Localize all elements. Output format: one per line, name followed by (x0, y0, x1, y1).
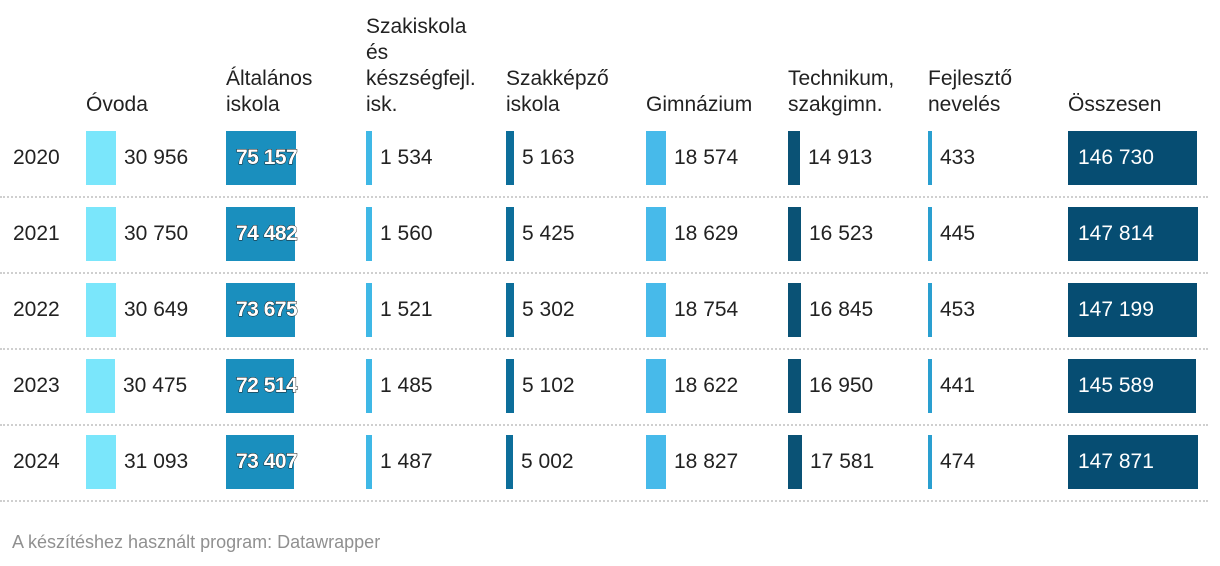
value-szakiskola-2023: 1 485 (380, 374, 433, 397)
bar-gimnazium-2023 (646, 359, 666, 413)
bar-gimnazium-2020 (646, 131, 666, 185)
value-altalanos-2020: 75 157 (236, 146, 299, 169)
header-technikum: Technikum, szakgimn. (788, 67, 895, 116)
value-szakiskola-2024: 1 487 (380, 450, 433, 473)
year-label: 2022 (13, 298, 60, 321)
bar-technikum-2020 (788, 131, 800, 185)
value-gimnazium-2022: 18 754 (674, 298, 739, 321)
row-separator (0, 500, 1208, 502)
bar-osszesen-2023 (1068, 359, 1196, 413)
bar-altalanos-2021 (226, 207, 295, 261)
value-szakkepzo-2021: 5 425 (522, 222, 575, 245)
bar-szakiskola-2020 (366, 131, 372, 185)
value-gimnazium-2024: 18 827 (674, 450, 739, 473)
bar-fejleszto-2023 (928, 359, 932, 413)
bar-osszesen-2024 (1068, 435, 1198, 489)
bar-fejleszto-2021 (928, 207, 932, 261)
bar-szakkepzo-2024 (506, 435, 513, 489)
value-altalanos-2022: 73 675 (236, 298, 299, 321)
header-szakiskola: Szakiskola és készségfejl. isk. (366, 15, 476, 116)
value-fejleszto-2023: 441 (940, 374, 976, 397)
value-altalanos-2021: 74 482 (236, 222, 299, 245)
bar-technikum-2022 (788, 283, 801, 337)
bar-altalanos-2020 (226, 131, 296, 185)
bar-altalanos-2024 (226, 435, 294, 489)
value-technikum-2020: 14 913 (808, 146, 873, 169)
bar-gimnazium-2022 (646, 283, 666, 337)
value-osszesen-2022: 147 199 (1078, 298, 1154, 321)
value-technikum-2022: 16 845 (809, 298, 874, 321)
header-ovoda: Óvoda (86, 93, 148, 116)
bar-szakkepzo-2021 (506, 207, 514, 261)
year-label: 2023 (13, 374, 60, 397)
value-szakkepzo-2024: 5 002 (521, 450, 574, 473)
value-osszesen-2020: 146 730 (1078, 146, 1154, 169)
value-gimnazium-2023: 18 622 (674, 374, 739, 397)
bar-szakiskola-2022 (366, 283, 372, 337)
bar-ovoda-2022 (86, 283, 116, 337)
header-osszesen: Összesen (1068, 93, 1162, 116)
value-osszesen-2023: 145 589 (1078, 374, 1154, 397)
footer-credit: A készítéshez használt program: Datawrap… (12, 532, 381, 552)
header-gimnazium: Gimnázium (646, 93, 753, 116)
value-gimnazium-2021: 18 629 (674, 222, 739, 245)
bar-altalanos-2022 (226, 283, 295, 337)
value-technikum-2024: 17 581 (810, 450, 875, 473)
header-altalanos: Általános iskola (226, 67, 313, 116)
value-szakiskola-2020: 1 534 (380, 146, 433, 169)
bar-osszesen-2022 (1068, 283, 1197, 337)
value-szakkepzo-2020: 5 163 (522, 146, 575, 169)
value-fejleszto-2021: 445 (940, 222, 976, 245)
value-osszesen-2024: 147 871 (1078, 450, 1154, 473)
bar-fejleszto-2020 (928, 131, 932, 185)
bar-szakkepzo-2023 (506, 359, 514, 413)
bar-altalanos-2023 (226, 359, 294, 413)
year-label: 2021 (13, 222, 60, 245)
value-ovoda-2020: 30 956 (124, 146, 189, 169)
bar-technikum-2024 (788, 435, 802, 489)
value-technikum-2023: 16 950 (809, 374, 874, 397)
bar-ovoda-2020 (86, 131, 116, 185)
value-fejleszto-2020: 433 (940, 146, 976, 169)
bar-szakiskola-2023 (366, 359, 372, 413)
bar-ovoda-2021 (86, 207, 116, 261)
header-szakkepzo: Szakképző iskola (506, 67, 609, 116)
value-szakiskola-2022: 1 521 (380, 298, 433, 321)
bar-gimnazium-2024 (646, 435, 666, 489)
value-gimnazium-2020: 18 574 (674, 146, 739, 169)
bar-szakiskola-2024 (366, 435, 372, 489)
value-ovoda-2023: 30 475 (123, 374, 188, 397)
value-szakkepzo-2022: 5 302 (522, 298, 575, 321)
value-fejleszto-2024: 474 (940, 450, 976, 473)
value-altalanos-2024: 73 407 (236, 450, 299, 473)
value-szakiskola-2021: 1 560 (380, 222, 433, 245)
bar-szakkepzo-2020 (506, 131, 514, 185)
year-label: 2024 (13, 450, 60, 473)
bar-gimnazium-2021 (646, 207, 666, 261)
year-label: 2020 (13, 146, 60, 169)
value-ovoda-2021: 30 750 (124, 222, 189, 245)
value-fejleszto-2022: 453 (940, 298, 976, 321)
value-szakkepzo-2023: 5 102 (522, 374, 575, 397)
value-altalanos-2023: 72 514 (236, 374, 299, 397)
bar-osszesen-2021 (1068, 207, 1198, 261)
bar-fejleszto-2022 (928, 283, 932, 337)
value-technikum-2021: 16 523 (809, 222, 874, 245)
bar-szakkepzo-2022 (506, 283, 514, 337)
bar-osszesen-2020 (1068, 131, 1197, 185)
row-separator (0, 424, 1208, 426)
bar-szakiskola-2021 (366, 207, 372, 261)
bar-ovoda-2024 (86, 435, 116, 489)
bar-fejleszto-2024 (928, 435, 932, 489)
row-separator (0, 196, 1208, 198)
row-separator (0, 348, 1208, 350)
value-ovoda-2024: 31 093 (124, 450, 189, 473)
bar-technikum-2023 (788, 359, 801, 413)
bar-ovoda-2023 (86, 359, 115, 413)
value-ovoda-2022: 30 649 (124, 298, 189, 321)
value-osszesen-2021: 147 814 (1078, 222, 1154, 245)
bar-technikum-2021 (788, 207, 801, 261)
row-separator (0, 272, 1208, 274)
header-fejleszto: Fejlesztő nevelés (928, 67, 1013, 116)
